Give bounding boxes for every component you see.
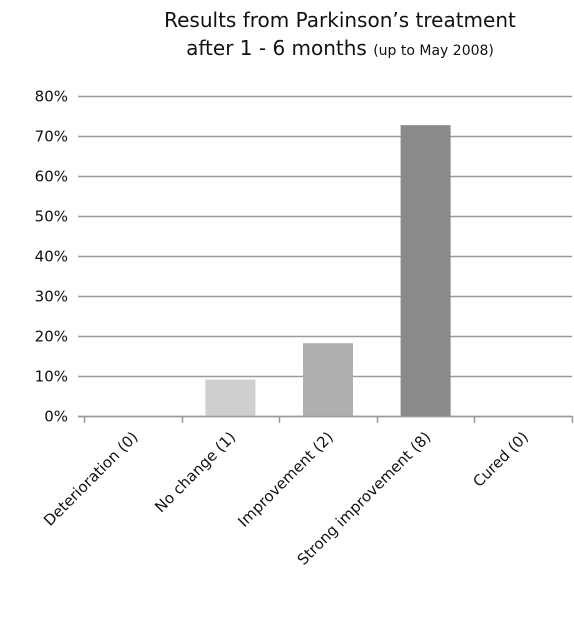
chart-title: Results from Parkinson’s treatment after…: [120, 6, 560, 65]
y-axis-ticks: 0% 10% 20% 30% 40% 50% 60% 70% 80%: [35, 88, 68, 426]
y-tick-label: 30%: [35, 288, 68, 306]
x-category-label: Deterioration (0): [40, 428, 141, 529]
y-tick-label: 20%: [35, 328, 68, 346]
x-category-label: Improvement (2): [234, 428, 336, 530]
chart-title-line1: Results from Parkinson’s treatment: [164, 8, 516, 32]
chart-title-note: (up to May 2008): [373, 43, 494, 59]
y-tick-label: 0%: [44, 408, 68, 426]
chart-title-line2: after 1 - 6 months (up to May 2008): [120, 34, 560, 65]
bar: [205, 379, 256, 416]
x-category-label: Cured (0): [469, 428, 532, 491]
bars: [205, 125, 451, 416]
x-axis: [78, 415, 574, 423]
y-tick-label: 10%: [35, 368, 68, 386]
y-tick-label: 70%: [35, 128, 68, 146]
bar: [400, 125, 451, 416]
x-category-label: No change (1): [151, 428, 239, 516]
y-tick-label: 50%: [35, 208, 68, 226]
y-tick-label: 40%: [35, 248, 68, 266]
bar: [303, 343, 353, 416]
x-axis-labels: Deterioration (0) No change (1)Improvemen…: [40, 428, 532, 569]
y-tick-label: 80%: [35, 88, 68, 106]
gridlines: [78, 95, 572, 418]
chart-title-main: after 1 - 6 months: [186, 36, 367, 60]
y-tick-label: 60%: [35, 168, 68, 186]
